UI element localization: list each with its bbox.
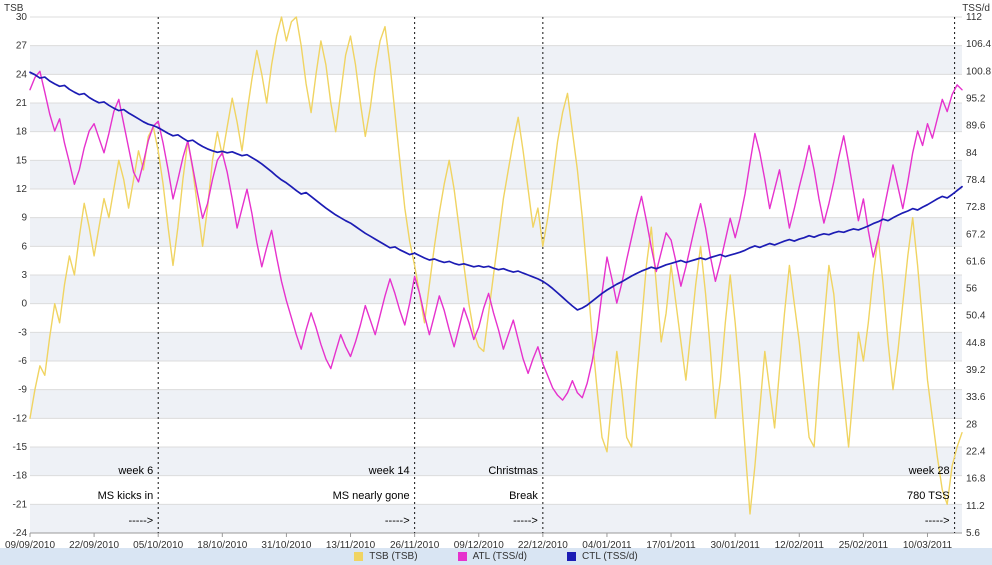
x-axis-tick-label: 26/11/2010 xyxy=(390,540,440,548)
annotation-text: Christmas xyxy=(488,465,538,477)
left-axis-tick-label: -12 xyxy=(13,413,28,424)
right-axis-tick-label: 16.8 xyxy=(966,474,986,485)
plot-band xyxy=(30,504,962,533)
annotation-text: week 28 xyxy=(908,465,950,477)
x-axis-tick-label: 31/10/2010 xyxy=(261,540,311,548)
right-axis-tick-label: 28 xyxy=(966,419,978,430)
left-axis-tick-label: 6 xyxy=(21,241,27,252)
plot-band xyxy=(30,160,962,189)
x-axis-tick-label: 04/01/2011 xyxy=(582,540,632,548)
annotation-text: week 6 xyxy=(117,465,153,477)
left-axis-tick-label: -24 xyxy=(13,528,28,539)
x-axis-tick-label: 18/10/2010 xyxy=(197,540,247,548)
left-axis-tick-label: 15 xyxy=(16,155,28,166)
x-axis-tick-label: 25/02/2011 xyxy=(839,540,889,548)
legend-label-ctl: CTL (TSS/d) xyxy=(582,551,638,562)
x-axis-tick-label: 12/02/2011 xyxy=(775,540,825,548)
x-axis-tick-label: 09/12/2010 xyxy=(454,540,504,548)
left-axis-tick-label: 0 xyxy=(21,299,27,310)
legend-item-ctl: CTL (TSS/d) xyxy=(567,551,638,562)
legend-label-tsb: TSB (TSB) xyxy=(369,551,418,562)
left-axis-tick-label: 3 xyxy=(21,270,27,281)
right-axis-tick-label: 72.8 xyxy=(966,202,986,213)
left-axis-tick-label: 9 xyxy=(21,213,27,224)
annotation-text: week 14 xyxy=(368,465,410,477)
right-axis-tick-label: 39.2 xyxy=(966,365,986,376)
left-axis-title: TSB xyxy=(4,3,24,14)
annotation-text: -----> xyxy=(925,515,950,527)
right-axis-tick-label: 50.4 xyxy=(966,311,986,322)
right-axis-tick-label: 67.2 xyxy=(966,229,986,240)
annotation-text: -----> xyxy=(513,515,538,527)
annotation-text: -----> xyxy=(128,515,153,527)
left-axis-tick-label: 21 xyxy=(16,98,28,109)
series-line-tsb xyxy=(29,16,963,515)
right-axis-tick-label: 89.6 xyxy=(966,121,986,132)
right-axis-tick-label: 84 xyxy=(966,148,978,159)
left-axis-tick-label: -18 xyxy=(13,471,28,482)
left-axis-tick-label: 12 xyxy=(16,184,28,195)
right-axis-tick-label: 106.4 xyxy=(966,39,991,50)
left-axis-tick-label: -15 xyxy=(13,442,28,453)
legend-item-tsb: TSB (TSB) xyxy=(354,551,418,562)
annotation-text: -----> xyxy=(385,515,410,527)
plot-band xyxy=(30,447,962,476)
right-axis-tick-label: 5.6 xyxy=(966,528,980,539)
x-axis-tick-label: 05/10/2010 xyxy=(133,540,183,548)
right-axis-title: TSS/d xyxy=(962,3,990,14)
legend-swatch-tsb xyxy=(354,552,364,561)
legend-item-atl: ATL (TSS/d) xyxy=(457,551,528,562)
series-line-atl xyxy=(29,70,963,401)
plot-band xyxy=(30,103,962,132)
legend: TSB (TSB) ATL (TSS/d) CTL (TSS/d) xyxy=(0,548,992,565)
x-axis-tick-label: 30/01/2011 xyxy=(711,540,761,548)
right-axis-tick-label: 22.4 xyxy=(966,447,986,458)
right-axis-tick-label: 61.6 xyxy=(966,256,986,267)
x-axis-tick-label: 09/09/2010 xyxy=(5,540,55,548)
right-axis-tick-label: 11.2 xyxy=(966,501,985,512)
left-axis-tick-label: -6 xyxy=(18,356,27,367)
annotation-text: 780 TSS xyxy=(907,490,950,502)
right-axis-tick-label: 56 xyxy=(966,284,978,295)
annotation-text: Break xyxy=(509,490,538,502)
plot-band xyxy=(30,389,962,419)
left-axis-tick-label: -21 xyxy=(13,499,28,510)
x-axis-tick-label: 13/11/2010 xyxy=(326,540,376,548)
legend-label-atl: ATL (TSS/d) xyxy=(472,551,528,562)
left-axis-tick-label: 27 xyxy=(16,41,28,52)
x-axis-tick-label: 17/01/2011 xyxy=(646,540,696,548)
series-line-ctl xyxy=(29,71,963,311)
plot-band xyxy=(30,45,962,75)
right-axis-tick-label: 100.8 xyxy=(966,66,991,77)
left-axis-tick-label: -3 xyxy=(18,327,27,338)
legend-swatch-atl xyxy=(457,552,467,561)
left-axis-tick-label: 18 xyxy=(16,127,28,138)
right-axis-tick-label: 112 xyxy=(966,12,982,23)
x-axis-tick-label: 10/03/2011 xyxy=(903,540,953,548)
annotation-text: MS nearly gone xyxy=(333,490,410,502)
plot-band xyxy=(30,217,962,247)
plot-band xyxy=(30,332,962,361)
legend-swatch-ctl xyxy=(567,552,577,561)
right-axis-tick-label: 95.2 xyxy=(966,93,986,104)
left-axis-tick-label: 30 xyxy=(16,12,28,23)
right-axis-tick-label: 44.8 xyxy=(966,338,986,349)
left-axis-tick-label: 24 xyxy=(16,69,28,80)
right-axis-tick-label: 78.4 xyxy=(966,175,986,186)
x-axis-tick-label: 22/12/2010 xyxy=(518,540,568,548)
training-load-chart: 302724211815129630-3-6-9-12-15-18-21-241… xyxy=(5,12,991,548)
right-axis-tick-label: 33.6 xyxy=(966,392,986,403)
left-axis-tick-label: -9 xyxy=(18,385,27,396)
annotation-text: MS kicks in xyxy=(98,490,154,502)
x-axis-tick-label: 22/09/2010 xyxy=(69,540,119,548)
plot-band xyxy=(30,275,962,304)
